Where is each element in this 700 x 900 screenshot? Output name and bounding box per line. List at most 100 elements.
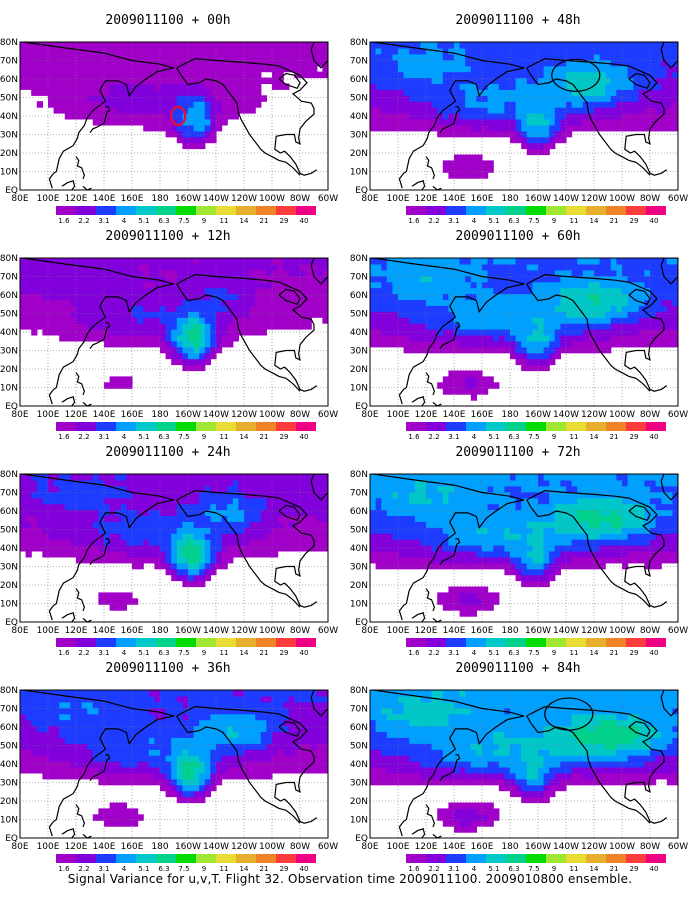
verification-region-marker: [544, 697, 594, 731]
colorbar-level-label: 40: [300, 217, 309, 225]
lat-tick-label: 10N: [350, 816, 368, 826]
lat-tick-label: 80N: [350, 470, 368, 480]
colorbar-level-label: 1.6: [58, 217, 70, 225]
lat-tick-label: EQ: [5, 402, 18, 412]
lon-tick-label: 80W: [640, 842, 660, 852]
colorbar-level-label: 6.3: [508, 865, 519, 873]
lat-tick-label: 60N: [350, 75, 368, 85]
colorbar: 1.6 2.2 3.1 4 5.1 6.3 7.5 9 11 14 21 29 40: [406, 854, 666, 873]
colorbar-swatch: [606, 206, 626, 215]
grid: [20, 474, 328, 622]
lat-tick-label: 10N: [350, 384, 368, 394]
colorbar: 1.6 2.2 3.1 4 5.1 6.3 7.5 9 11 14 21 29 40: [56, 422, 316, 441]
lat-tick-label: 20N: [350, 581, 368, 591]
lat-tick-label: EQ: [5, 186, 18, 196]
colorbar-level-label: 40: [650, 865, 659, 873]
lat-tick-label: 40N: [0, 760, 18, 770]
lon-tick-label: 120W: [231, 626, 257, 636]
colorbar-level-label: 9: [202, 217, 206, 225]
colorbar-swatch: [566, 854, 586, 863]
lat-tick-label: 10N: [350, 600, 368, 610]
lon-tick-label: 160E: [121, 410, 144, 420]
colorbar-swatch: [56, 206, 76, 215]
colorbar-level-label: 7.5: [178, 433, 189, 441]
colorbar-swatch: [586, 422, 606, 431]
colorbar-swatch: [606, 854, 626, 863]
lon-tick-label: 160W: [175, 842, 201, 852]
lat-tick-label: 80N: [0, 38, 18, 48]
lon-tick-label: 180: [501, 194, 518, 204]
colorbar-level-label: 5.1: [488, 217, 499, 225]
lat-tick-label: 20N: [0, 149, 18, 159]
lon-tick-label: 140E: [93, 410, 116, 420]
colorbar-level-label: 2.2: [78, 433, 89, 441]
colorbar-swatch: [196, 422, 216, 431]
lon-tick-label: 80E: [11, 842, 28, 852]
colorbar-level-label: 7.5: [528, 865, 539, 873]
panel-title: 2009011100 + 00h: [105, 13, 230, 28]
colorbar-level-label: 3.1: [448, 433, 459, 441]
lon-tick-label: 60W: [318, 842, 338, 852]
coastlines: [372, 42, 678, 190]
lon-tick-label: 160E: [471, 194, 494, 204]
colorbar-swatch: [276, 422, 296, 431]
colorbar-swatch: [426, 638, 446, 647]
lon-tick-label: 160W: [525, 842, 551, 852]
colorbar-swatch: [546, 422, 566, 431]
colorbar-swatch: [466, 854, 486, 863]
colorbar-swatch: [236, 638, 256, 647]
variance-shading: [20, 690, 328, 827]
lon-tick-label: 80W: [290, 410, 310, 420]
map-frame: [19, 41, 329, 191]
colorbar-swatch: [76, 854, 96, 863]
lon-axis: 80E 100E 120E 140E 160E 180 160W 140W 120W 100W 80…: [11, 842, 338, 852]
lat-tick-label: 60N: [0, 507, 18, 517]
lat-axis: EQ 10N 20N 30N 40N 50N 60N 70N 80N: [0, 470, 18, 628]
lon-tick-label: 100W: [609, 194, 635, 204]
lon-tick-label: 100E: [37, 842, 60, 852]
colorbar-level-label: 3.1: [98, 217, 109, 225]
lon-axis: 80E 100E 120E 140E 160E 180 160W 140W 120W 100W 80…: [11, 626, 338, 636]
colorbar: 1.6 2.2 3.1 4 5.1 6.3 7.5 9 11 14 21 29 40: [56, 206, 316, 225]
lat-tick-label: 20N: [0, 797, 18, 807]
colorbar-level-label: 2.2: [428, 649, 439, 657]
lat-tick-label: 50N: [0, 526, 18, 536]
lat-tick-label: 80N: [0, 254, 18, 264]
map-panel-0h: 2009011100 + 00h EQ 10N 20N 30N 40N 50N 60N 70N 8…: [0, 13, 338, 225]
colorbar-level-label: 6.3: [508, 649, 519, 657]
colorbar-swatch: [116, 638, 136, 647]
coastlines: [22, 258, 328, 406]
colorbar-level-label: 9: [552, 217, 556, 225]
colorbar-swatch: [136, 206, 156, 215]
colorbar-level-label: 4: [122, 649, 127, 657]
colorbar-swatch: [406, 422, 426, 431]
colorbar-swatch: [526, 638, 546, 647]
colorbar: 1.6 2.2 3.1 4 5.1 6.3 7.5 9 11 14 21 29 40: [406, 206, 666, 225]
lon-axis: 80E 100E 120E 140E 160E 180 160W 140W 120W 100W 80…: [11, 194, 338, 204]
lon-tick-label: 140W: [553, 842, 579, 852]
variance-shading: [20, 258, 328, 389]
colorbar-swatch: [646, 422, 666, 431]
colorbar-level-label: 2.2: [78, 649, 89, 657]
colorbar-level-label: 9: [202, 865, 206, 873]
lon-tick-label: 120E: [65, 626, 88, 636]
colorbar-swatch: [176, 854, 196, 863]
colorbar-swatch: [606, 422, 626, 431]
colorbar-level-label: 6.3: [158, 649, 169, 657]
lon-tick-label: 60W: [318, 194, 338, 204]
colorbar-swatch: [196, 638, 216, 647]
colorbar-swatch: [156, 638, 176, 647]
colorbar-swatch: [256, 206, 276, 215]
colorbar-swatch: [486, 854, 506, 863]
colorbar-level-label: 11: [220, 649, 229, 657]
lon-tick-label: 160E: [121, 194, 144, 204]
lat-tick-label: 80N: [0, 686, 18, 696]
coastlines: [372, 258, 678, 406]
colorbar-swatch: [176, 638, 196, 647]
lat-tick-label: 50N: [0, 310, 18, 320]
lon-tick-label: 160E: [471, 626, 494, 636]
colorbar-level-label: 21: [610, 433, 619, 441]
lon-axis: 80E 100E 120E 140E 160E 180 160W 140W 120W 100W 80…: [361, 410, 688, 420]
lon-tick-label: 100E: [387, 194, 410, 204]
